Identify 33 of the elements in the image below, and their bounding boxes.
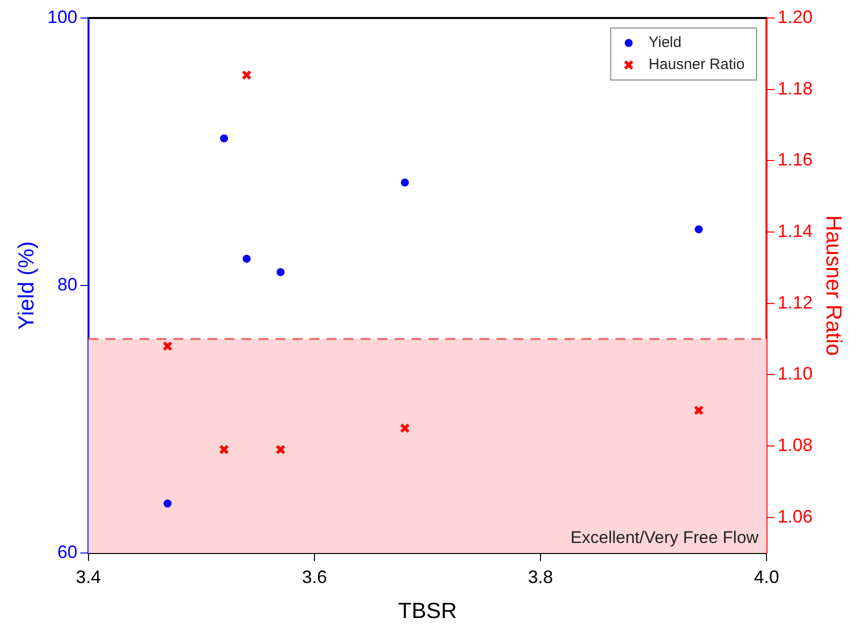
y-axis-title: Yield (%): [13, 241, 38, 330]
x-axis-title: TBSR: [398, 598, 457, 623]
point: [694, 405, 704, 416]
y2-axis-title: Hausner Ratio: [822, 215, 847, 356]
y2-tick-label: 1.14: [778, 220, 813, 241]
band-label: Excellent/Very Free Flow: [570, 528, 760, 548]
x-tick-label: 3.4: [76, 566, 101, 587]
y2-tick-label: 1.12: [778, 292, 813, 312]
point: [400, 178, 409, 187]
y2-tick-label: 1.06: [778, 506, 813, 526]
y2-tick-label: 1.18: [778, 78, 813, 98]
y-tick-label: 80: [57, 274, 78, 294]
y2-tick-label: 1.16: [778, 150, 813, 170]
point: [276, 268, 285, 276]
x-tick-label: 3.6: [302, 566, 327, 587]
point: [276, 444, 286, 455]
point: [694, 225, 703, 234]
point: [242, 254, 251, 263]
y2-tick-label: 1.10: [778, 364, 813, 384]
point: [219, 444, 230, 455]
point: [400, 423, 410, 434]
point: [162, 341, 173, 352]
legend-label: Yield: [648, 34, 682, 52]
point: [220, 134, 228, 142]
point: [242, 70, 252, 80]
y-tick-label: 60: [57, 542, 78, 562]
y-tick-label: 100: [47, 6, 78, 27]
y2-tick-label: 1.20: [778, 6, 813, 27]
x-tick-label: 4.0: [754, 566, 780, 587]
x-tick-label: 3.8: [528, 566, 554, 587]
point: [164, 500, 172, 508]
legend-label: Hausner Ratio: [648, 56, 745, 74]
y2-tick-label: 1.08: [778, 434, 813, 455]
